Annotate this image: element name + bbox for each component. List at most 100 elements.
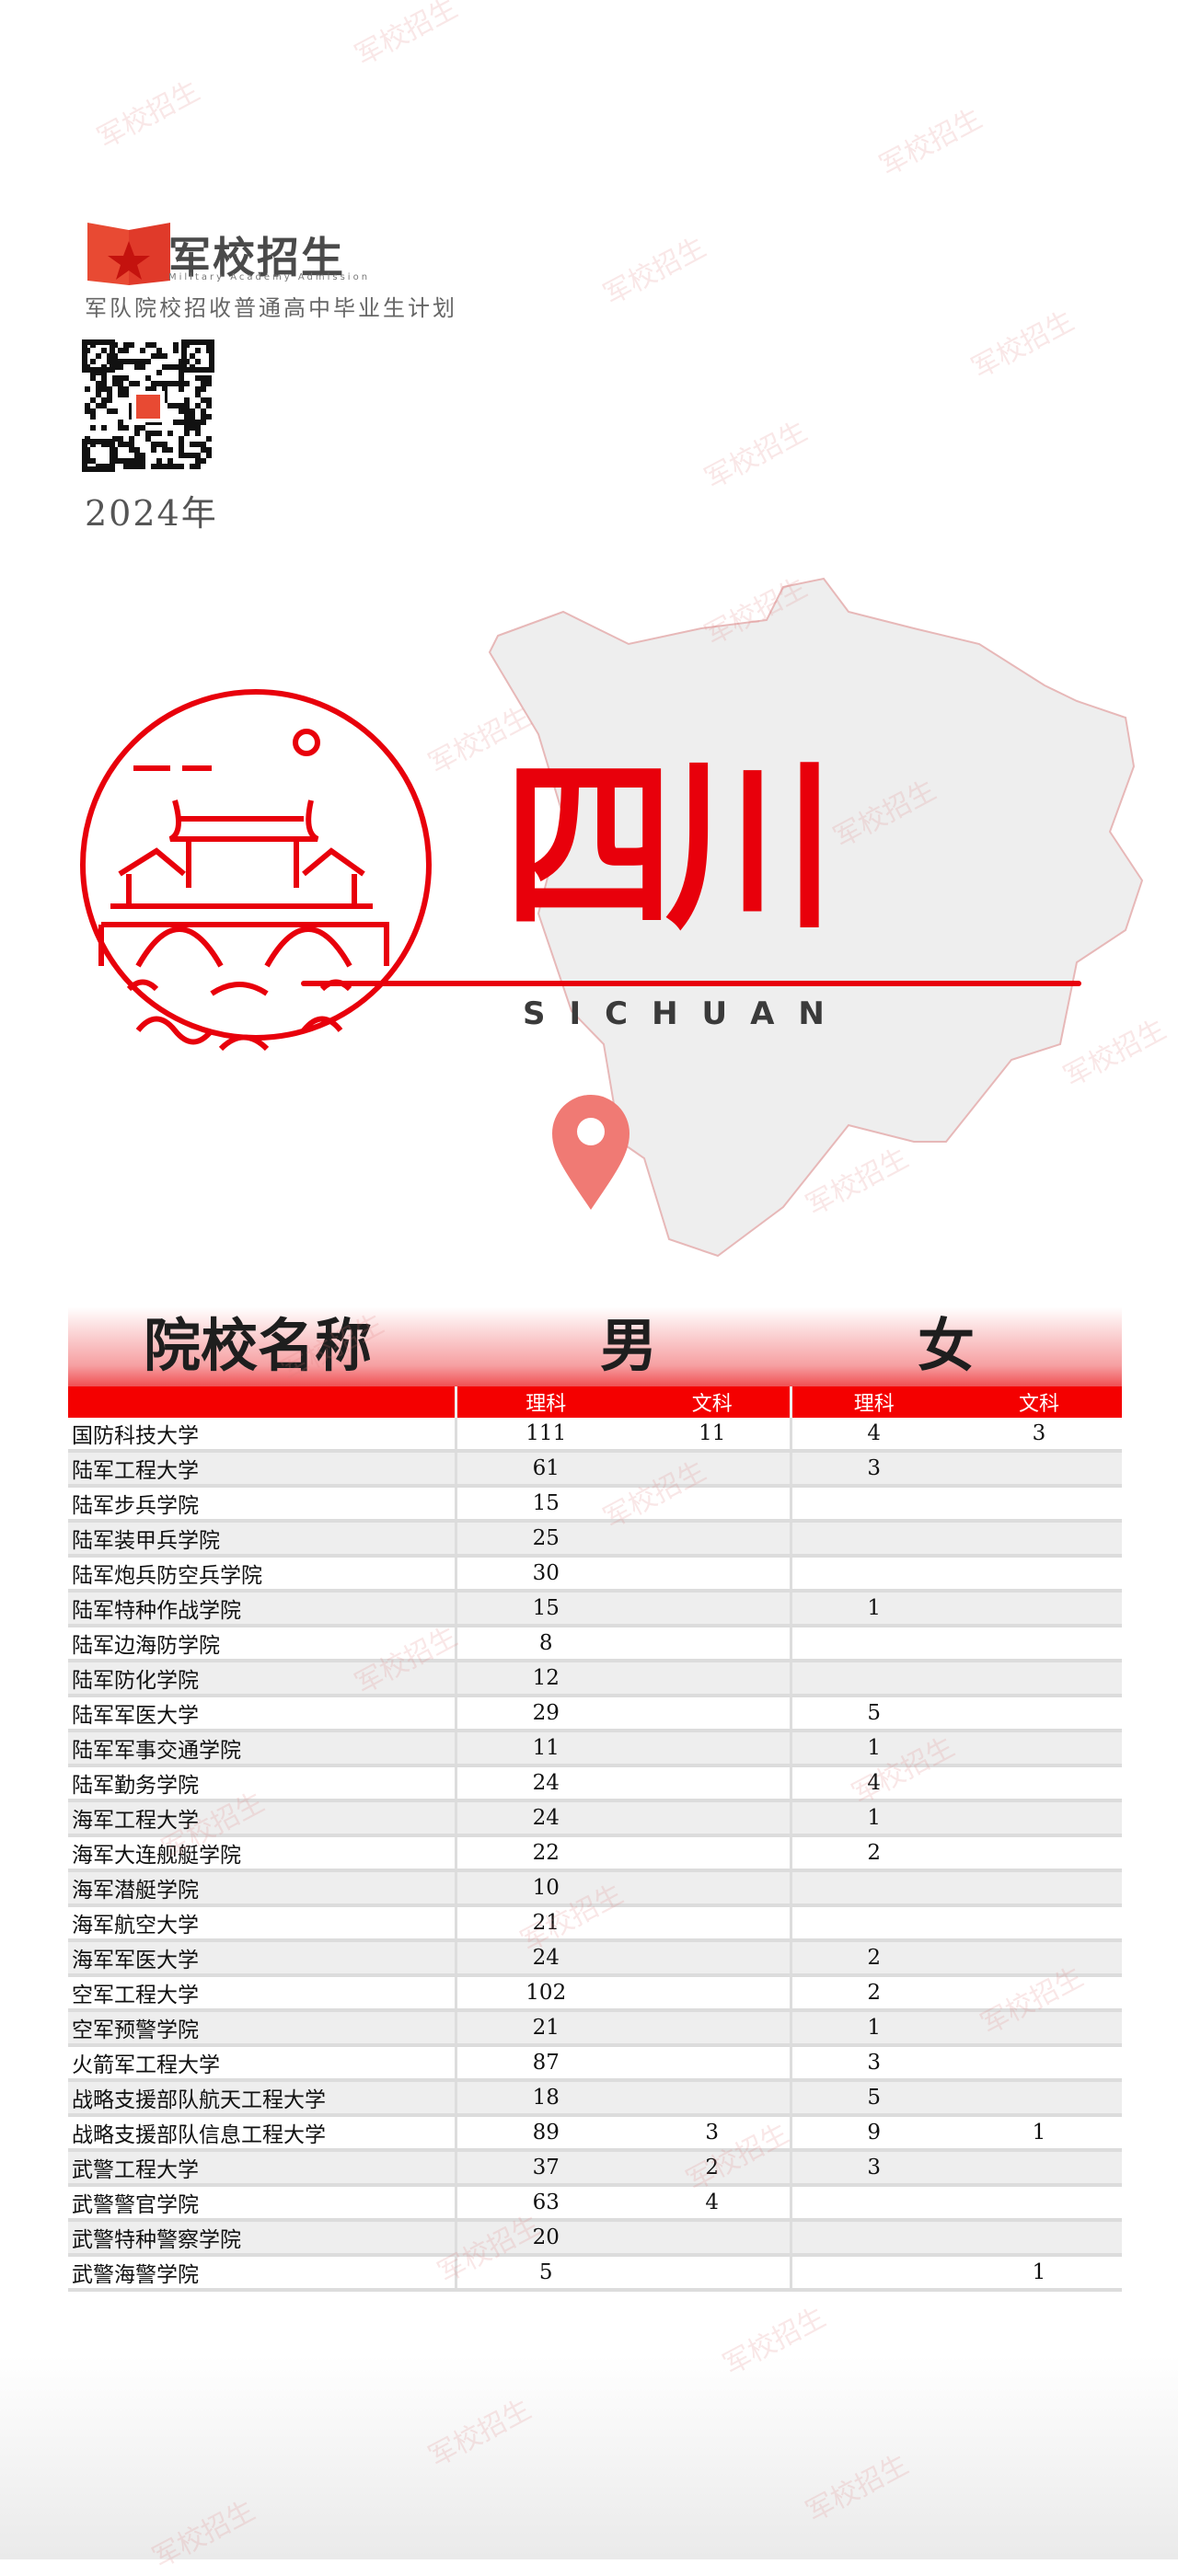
cell-female-liberal (956, 1696, 1122, 1732)
subheader-male-liberal: 文科 (635, 1386, 791, 1418)
cell-female-science: 3 (789, 2150, 956, 2187)
table-row: 海军航空大学 21 (68, 1905, 1122, 1942)
header-school-name: 院校名称 (144, 1312, 373, 1379)
cell-school-name: 国防科技大学 (68, 1418, 456, 1453)
bottom-fade (0, 2355, 1178, 2559)
cell-male-science: 87 (454, 2045, 635, 2082)
cell-male-science: 21 (454, 1905, 635, 1942)
cell-female-liberal (956, 1835, 1122, 1872)
cell-female-science: 1 (789, 2010, 956, 2047)
table-row: 空军工程大学 102 2 (68, 1975, 1122, 2012)
cell-school-name: 陆军步兵学院 (68, 1486, 456, 1523)
subheader-blank (68, 1386, 456, 1418)
cell-female-liberal (956, 1975, 1122, 2012)
cell-male-science: 21 (454, 2010, 635, 2047)
cell-male-liberal (635, 1940, 791, 1977)
cell-male-science: 20 (454, 2220, 635, 2257)
brand-logo-icon (87, 223, 170, 285)
cell-male-science: 22 (454, 1835, 635, 1872)
brand-name: 军校招生 (168, 233, 345, 282)
table-row: 空军预警学院 21 1 (68, 2010, 1122, 2047)
cell-school-name: 武警警官学院 (68, 2185, 456, 2222)
cell-male-science: 15 (454, 1486, 635, 1523)
cell-female-liberal (956, 2185, 1122, 2222)
cell-female-science: 3 (789, 2045, 956, 2082)
cell-female-liberal (956, 1521, 1122, 1558)
cell-school-name: 海军大连舰艇学院 (68, 1835, 456, 1872)
cell-female-liberal (956, 1870, 1122, 1907)
cell-female-liberal (956, 2045, 1122, 2082)
cell-male-liberal (635, 2255, 791, 2292)
cell-male-science: 24 (454, 1800, 635, 1837)
cell-male-science: 29 (454, 1696, 635, 1732)
table-row: 陆军炮兵防空兵学院 30 (68, 1556, 1122, 1593)
cell-female-science: 5 (789, 2080, 956, 2117)
table-row: 武警特种警察学院 20 (68, 2220, 1122, 2257)
cell-female-liberal (956, 1905, 1122, 1942)
table-row: 海军潜艇学院 10 (68, 1870, 1122, 1907)
cell-female-liberal: 3 (956, 1418, 1122, 1453)
cell-male-liberal (635, 1591, 791, 1627)
cell-female-liberal (956, 1800, 1122, 1837)
cell-female-liberal (956, 1940, 1122, 1977)
cell-male-science: 15 (454, 1591, 635, 1627)
table-row: 战略支援部队航天工程大学 18 5 (68, 2080, 1122, 2117)
year-label: 2024年 (85, 493, 218, 534)
cell-school-name: 武警特种警察学院 (68, 2220, 456, 2257)
cell-female-science: 2 (789, 1940, 956, 1977)
cell-female-liberal (956, 1661, 1122, 1697)
cell-male-science: 5 (454, 2255, 635, 2292)
sichuan-map-shape (488, 577, 1144, 1258)
cell-school-name: 陆军军医大学 (68, 1696, 456, 1732)
cell-female-liberal: 1 (956, 2115, 1122, 2152)
cell-male-liberal: 11 (635, 1418, 791, 1453)
cell-male-liberal (635, 1905, 791, 1942)
cell-female-liberal (956, 1486, 1122, 1523)
table-row: 陆军军事交通学院 11 1 (68, 1731, 1122, 1767)
cell-male-science: 25 (454, 1521, 635, 1558)
province-title: 四川 (504, 738, 835, 954)
bridge-pavilion-emblem-icon (80, 689, 432, 1052)
cell-female-science: 2 (789, 1975, 956, 2012)
cell-female-science: 3 (789, 1451, 956, 1488)
cell-male-liberal (635, 2080, 791, 2117)
table-row: 武警工程大学 37 2 3 (68, 2150, 1122, 2187)
subheader-male-science: 理科 (454, 1386, 635, 1418)
cell-female-science: 1 (789, 1731, 956, 1767)
cell-female-science: 4 (789, 1765, 956, 1802)
table-row: 陆军军医大学 29 5 (68, 1696, 1122, 1732)
cell-school-name: 陆军炮兵防空兵学院 (68, 1556, 456, 1593)
cell-school-name: 陆军军事交通学院 (68, 1731, 456, 1767)
table-row: 火箭军工程大学 87 3 (68, 2045, 1122, 2082)
subheader-female-science: 理科 (789, 1386, 956, 1418)
cell-school-name: 空军工程大学 (68, 1975, 456, 2012)
cell-female-science (789, 1486, 956, 1523)
cell-school-name: 战略支援部队航天工程大学 (68, 2080, 456, 2117)
cell-male-science: 111 (454, 1418, 635, 1453)
cell-female-science (789, 1905, 956, 1942)
cell-male-science: 30 (454, 1556, 635, 1593)
table-row: 陆军防化学院 12 (68, 1661, 1122, 1697)
table-row: 海军军医大学 24 2 (68, 1940, 1122, 1977)
cell-male-liberal (635, 1521, 791, 1558)
cell-male-liberal: 2 (635, 2150, 791, 2187)
table-row: 武警警官学院 63 4 (68, 2185, 1122, 2222)
cell-male-liberal (635, 2010, 791, 2047)
map-pin-icon (552, 1095, 629, 1210)
cell-male-liberal (635, 2045, 791, 2082)
cell-female-science (789, 2185, 956, 2222)
cell-female-science (789, 2255, 956, 2292)
cell-male-science: 11 (454, 1731, 635, 1767)
cell-school-name: 陆军防化学院 (68, 1661, 456, 1697)
table-row: 陆军装甲兵学院 25 (68, 1521, 1122, 1558)
cell-female-science (789, 1626, 956, 1662)
cell-female-liberal (956, 2150, 1122, 2187)
cell-female-liberal (956, 2220, 1122, 2257)
cell-school-name: 火箭军工程大学 (68, 2045, 456, 2082)
cell-school-name: 武警工程大学 (68, 2150, 456, 2187)
cell-school-name: 海军工程大学 (68, 1800, 456, 1837)
table-row: 陆军边海防学院 8 (68, 1626, 1122, 1662)
cell-female-science (789, 1870, 956, 1907)
cell-male-liberal (635, 1870, 791, 1907)
